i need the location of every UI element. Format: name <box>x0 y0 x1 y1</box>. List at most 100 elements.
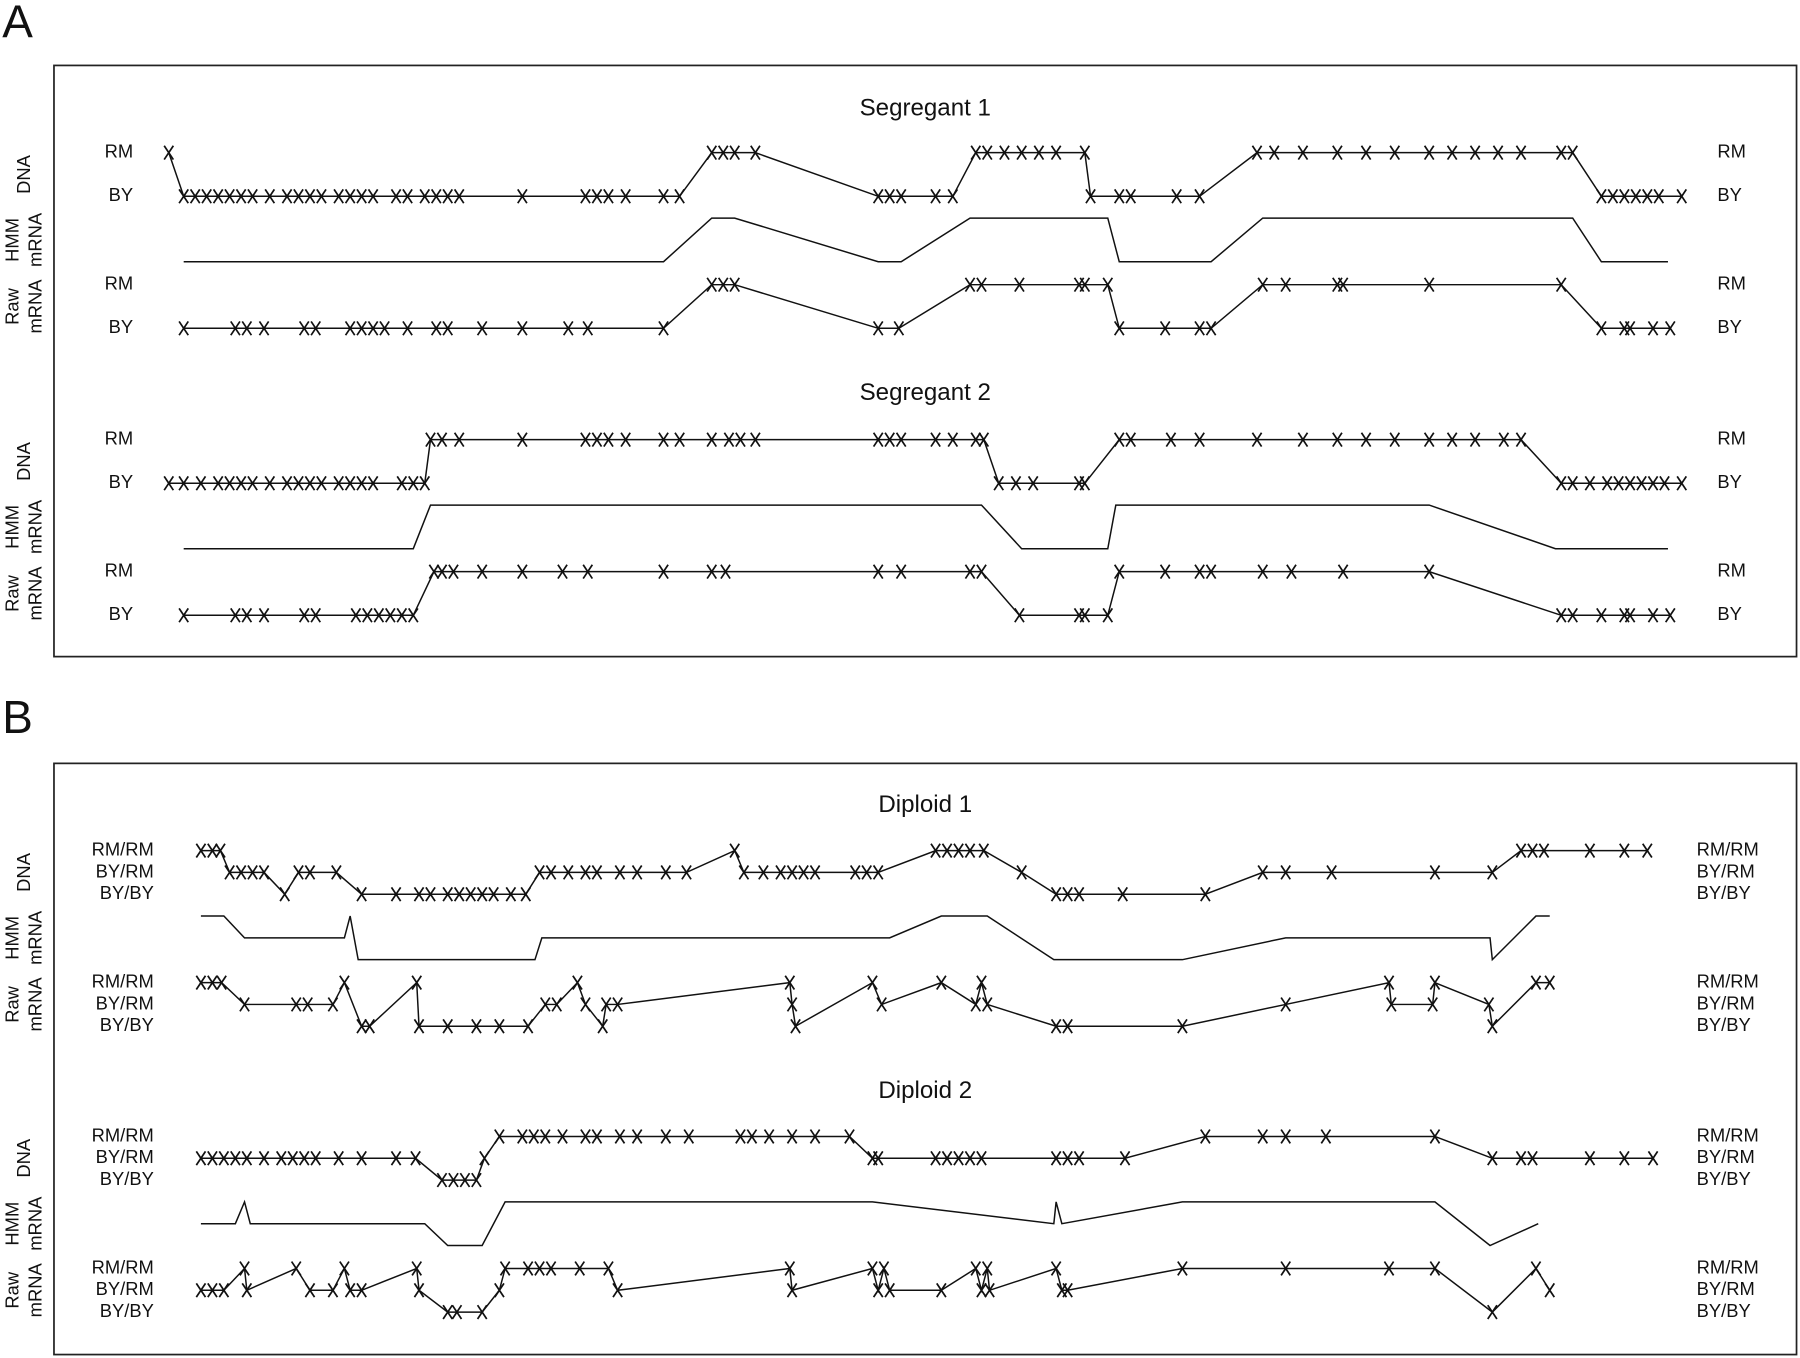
genotype-marker <box>591 865 603 880</box>
genotype-marker <box>293 475 304 491</box>
level-label: BY <box>1717 184 1742 205</box>
genotype-marker <box>304 475 316 491</box>
genotype-marker <box>1483 997 1495 1012</box>
genotype-marker <box>1016 865 1027 880</box>
genotype-marker <box>279 886 291 902</box>
genotype-marker <box>534 1261 545 1276</box>
genotype-marker <box>591 1129 603 1144</box>
row-name: Raw <box>2 574 23 611</box>
genotype-marker <box>1647 475 1659 491</box>
genotype-marker <box>631 1129 643 1144</box>
genotype-marker <box>344 188 356 204</box>
genotype-marker <box>867 975 878 990</box>
genotype-marker <box>681 865 692 880</box>
level-label: RM <box>1717 560 1746 581</box>
genotype-marker <box>872 432 884 448</box>
genotype-marker <box>551 997 563 1012</box>
genotype-marker <box>683 1129 695 1144</box>
genotype-marker <box>976 277 987 293</box>
genotype-marker <box>356 886 367 902</box>
genotype-marker <box>735 432 746 448</box>
genotype-marker <box>436 432 448 448</box>
level-label: BY/BY <box>1697 882 1751 903</box>
row-name: mRNA <box>25 910 46 965</box>
genotype-marker <box>411 975 423 990</box>
genotype-marker <box>1205 320 1217 336</box>
genotype-marker <box>356 320 367 336</box>
genotype-marker <box>930 188 941 204</box>
row-name: mRNA <box>25 212 46 267</box>
genotype-marker <box>241 320 253 336</box>
genotype-marker <box>580 865 591 880</box>
genotype-marker <box>189 188 201 204</box>
genotype-marker <box>517 564 528 580</box>
genotype-marker <box>706 277 718 293</box>
genotype-marker <box>539 997 551 1012</box>
genotype-marker <box>264 188 276 204</box>
genotype-marker <box>1062 1282 1073 1298</box>
genotype-marker <box>964 564 976 580</box>
genotype-marker <box>453 886 465 902</box>
genotype-marker <box>1492 145 1504 161</box>
genotype-marker <box>674 432 685 448</box>
genotype-marker <box>390 886 402 902</box>
genotype-marker <box>1427 997 1438 1012</box>
level-label: BY/BY <box>100 882 154 903</box>
genotype-marker <box>706 564 718 580</box>
genotype-marker <box>884 1282 895 1298</box>
genotype-marker <box>614 1129 626 1144</box>
genotype-marker <box>884 432 895 448</box>
plot-title: Segregant 1 <box>860 94 991 121</box>
level-label: BY/RM <box>96 860 154 881</box>
genotype-marker <box>872 1282 884 1298</box>
genotype-marker <box>1389 145 1401 161</box>
level-label: BY <box>109 316 133 337</box>
genotype-marker <box>660 1129 672 1144</box>
panel-frame <box>53 762 1798 1356</box>
genotype-marker <box>453 188 465 204</box>
genotype-marker <box>999 145 1010 161</box>
genotype-marker <box>1113 564 1125 580</box>
genotype-marker <box>304 865 316 880</box>
genotype-marker <box>1423 564 1435 580</box>
genotype-marker <box>331 865 342 880</box>
genotype-marker <box>895 432 907 448</box>
genotype-marker <box>442 1304 454 1320</box>
genotype-marker <box>1200 1129 1211 1144</box>
genotype-marker <box>235 475 247 491</box>
genotype-marker <box>367 475 379 491</box>
genotype-marker <box>1607 188 1619 204</box>
genotype-marker <box>1194 320 1205 336</box>
genotype-marker <box>442 1018 454 1034</box>
panel-label: B <box>2 691 33 743</box>
genotype-marker <box>1050 1150 1062 1166</box>
genotype-marker <box>1676 475 1688 491</box>
genotype-marker <box>658 320 669 336</box>
hmm-line <box>183 504 1668 550</box>
genotype-marker <box>413 1018 425 1034</box>
genotype-marker <box>790 1018 801 1034</box>
genotype-marker <box>844 1129 855 1144</box>
level-label: RM/RM <box>1697 1256 1759 1277</box>
genotype-marker <box>1446 432 1458 448</box>
genotype-marker <box>849 865 861 880</box>
genotype-marker <box>201 188 212 204</box>
genotype-marker <box>1544 975 1556 990</box>
genotype-marker <box>1159 320 1171 336</box>
genotype-marker <box>247 188 258 204</box>
level-label: RM/RM <box>1697 1124 1759 1145</box>
genotype-marker <box>520 886 532 902</box>
genotype-marker <box>428 564 440 580</box>
genotype-marker <box>316 188 327 204</box>
genotype-marker <box>884 188 895 204</box>
genotype-marker <box>1073 1150 1085 1166</box>
genotype-marker <box>258 320 270 336</box>
genotype-marker <box>1469 145 1481 161</box>
genotype-marker <box>1280 997 1292 1012</box>
genotype-marker <box>1487 1150 1498 1166</box>
genotype-marker <box>1555 145 1567 161</box>
genotype-marker <box>1016 145 1027 161</box>
genotype-marker <box>1268 145 1280 161</box>
level-label: BY <box>109 471 133 492</box>
